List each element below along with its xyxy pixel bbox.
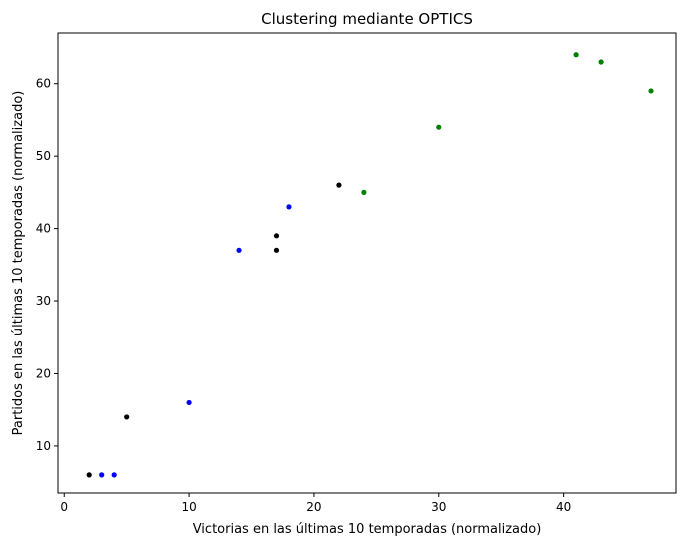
scatter-point-cluster-1 <box>286 204 292 210</box>
x-tick-label: 0 <box>60 500 68 514</box>
y-tick-label: 60 <box>36 77 51 91</box>
scatter-point-cluster-2 <box>648 88 654 94</box>
scatter-point-cluster-0 <box>273 247 280 253</box>
scatter-point-cluster-1 <box>186 399 192 406</box>
y-axis-ticks: 10 20 30 40 50 60 <box>36 77 58 453</box>
scatter-point-cluster-0 <box>336 182 342 188</box>
y-tick-label: 30 <box>36 294 51 308</box>
scatter-point-cluster-1 <box>111 472 117 478</box>
scatter-point-cluster-1 <box>99 472 105 478</box>
y-tick-label: 20 <box>36 366 51 380</box>
x-axis-ticks: 0 10 20 30 40 <box>60 493 571 514</box>
chart-title: Clustering mediante OPTICS <box>261 10 473 28</box>
scatter-point-cluster-0 <box>273 233 280 239</box>
scatter-point-cluster-0 <box>124 414 130 420</box>
scatter-point-cluster-2 <box>598 59 604 65</box>
plot-area-frame <box>57 32 677 494</box>
x-tick-label: 20 <box>306 500 321 514</box>
scatter-point-cluster-2 <box>361 189 367 195</box>
y-tick-label: 40 <box>36 222 51 236</box>
scatter-point-cluster-2 <box>573 52 579 58</box>
x-axis-label: Victorias en las últimas 10 temporadas (… <box>193 522 542 537</box>
scatter-point-cluster-1 <box>236 247 242 253</box>
y-tick-label: 10 <box>36 439 51 453</box>
x-tick-label: 10 <box>181 500 196 514</box>
x-tick-label: 30 <box>431 500 446 514</box>
data-points <box>86 52 654 478</box>
scatter-point-cluster-2 <box>436 124 442 130</box>
y-tick-label: 50 <box>36 149 51 163</box>
x-tick-label: 40 <box>556 500 571 514</box>
scatter-point-cluster-0 <box>86 472 92 478</box>
y-axis-label: Partidos en las últimas 10 temporadas (n… <box>11 91 26 436</box>
